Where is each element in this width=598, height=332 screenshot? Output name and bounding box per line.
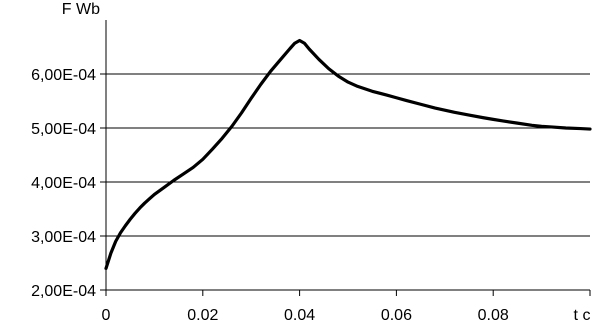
y-tick-label: 2,00E-04 (31, 283, 96, 300)
series (104, 38, 592, 270)
y-axis-label: F Wb (62, 1, 100, 18)
y-tick-label: 6,00E-04 (31, 67, 96, 84)
x-tick-label: 0 (102, 307, 111, 324)
y-ticks: 2,00E-04 3,00E-04 4,00E-04 5,00E-04 6,00E-04 (31, 67, 106, 300)
x-tick-label: 0.06 (381, 307, 412, 324)
axes (105, 20, 590, 291)
x-tick-label: 0.04 (284, 307, 315, 324)
x-axis-label: t c (574, 307, 591, 324)
x-ticks: 0 0.02 0.04 0.06 0.08 (102, 290, 591, 324)
gridlines (106, 73, 590, 237)
y-tick-label: 5,00E-04 (31, 121, 96, 138)
y-tick-label: 3,00E-04 (31, 229, 96, 246)
x-tick-label: 0.08 (478, 307, 509, 324)
y-tick-label: 4,00E-04 (31, 175, 96, 192)
x-tick-label: 0.02 (187, 307, 218, 324)
series-line-0 (104, 38, 592, 270)
